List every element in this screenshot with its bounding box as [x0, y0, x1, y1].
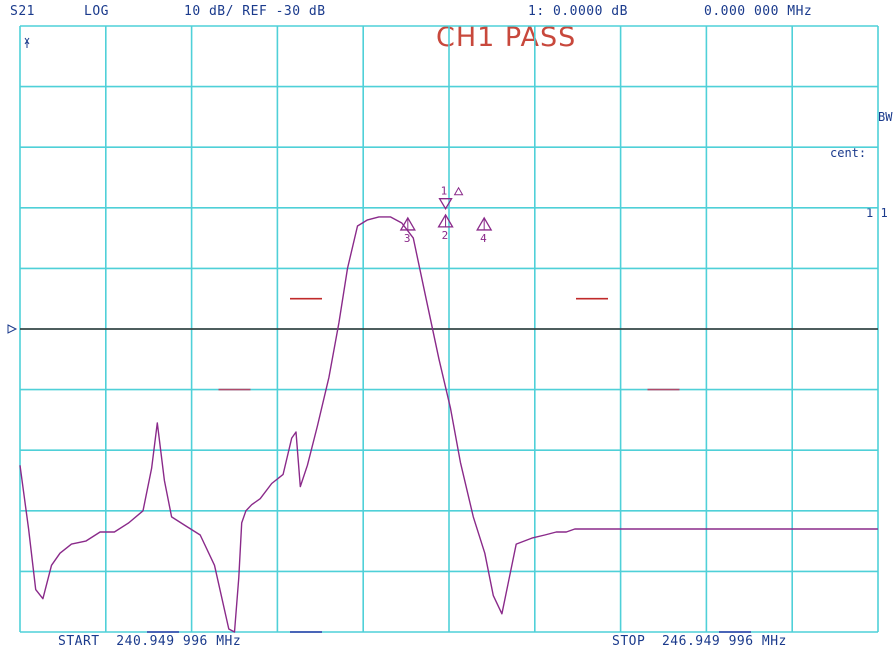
format-label: LOG — [84, 4, 109, 19]
marker-readout: 1: 0.0000 dB — [528, 4, 628, 19]
marker-label: 2 — [442, 229, 449, 242]
marker-2: 2 — [437, 213, 454, 242]
side-label-one: 1 1 — [866, 206, 888, 220]
start-frequency: START 240.949 996 MHz — [58, 634, 242, 649]
grid — [19, 25, 879, 633]
marker-triangle-icon — [438, 198, 453, 210]
marker-4: 4 — [476, 216, 493, 245]
marker-1: 1 — [438, 185, 464, 210]
markers: 1 2 3 4 — [399, 185, 493, 245]
marker-label: 4 — [480, 232, 487, 245]
parameter-label: S21 — [10, 4, 35, 19]
stimulus-pointer-icon — [24, 37, 30, 48]
marker-frequency: 0.000 000 MHz — [704, 4, 813, 19]
limit-lines — [147, 297, 751, 633]
marker-label: 1 — [441, 185, 448, 198]
scale-label: 10 dB/ REF -30 dB — [184, 4, 326, 19]
reference-pointer-icon — [7, 324, 18, 334]
stop-frequency: STOP 246.949 996 MHz — [612, 634, 787, 649]
active-marker-icon — [453, 186, 464, 196]
side-label-bw: BW — [878, 110, 893, 124]
marker-label: 3 — [404, 232, 411, 245]
pass-fail-status: CH1 PASS — [436, 22, 577, 53]
marker-3: 3 — [399, 216, 416, 245]
side-label-cent: cent: — [830, 146, 867, 160]
s21-trace — [19, 216, 878, 633]
